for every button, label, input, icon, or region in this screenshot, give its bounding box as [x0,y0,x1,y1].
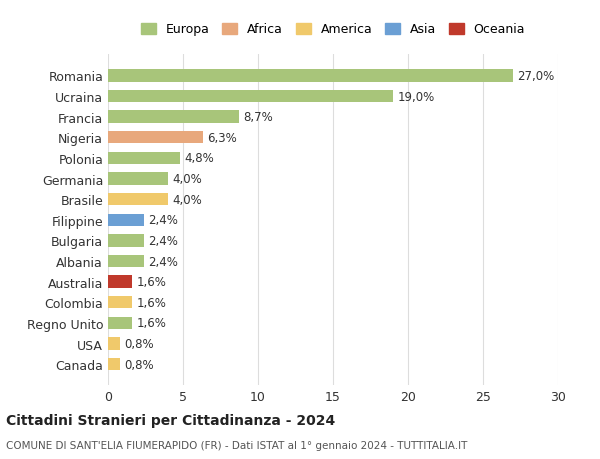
Text: 27,0%: 27,0% [517,70,555,83]
Text: 0,8%: 0,8% [125,358,154,371]
Text: Cittadini Stranieri per Cittadinanza - 2024: Cittadini Stranieri per Cittadinanza - 2… [6,413,335,427]
Bar [108,338,120,350]
Text: 2,4%: 2,4% [149,255,178,268]
Bar [108,235,144,247]
Text: COMUNE DI SANT'ELIA FIUMERAPIDO (FR) - Dati ISTAT al 1° gennaio 2024 - TUTTITALI: COMUNE DI SANT'ELIA FIUMERAPIDO (FR) - D… [6,440,467,450]
Text: 6,3%: 6,3% [207,132,237,145]
Text: 8,7%: 8,7% [243,111,273,124]
Bar [108,358,120,370]
Bar [108,317,132,330]
Bar [108,132,203,144]
Text: 1,6%: 1,6% [137,296,166,309]
Bar [108,297,132,309]
Bar [108,111,239,123]
Text: 1,6%: 1,6% [137,317,166,330]
Text: 2,4%: 2,4% [149,235,178,247]
Text: 19,0%: 19,0% [398,90,435,103]
Text: 2,4%: 2,4% [149,214,178,227]
Text: 1,6%: 1,6% [137,275,166,289]
Bar [108,173,168,185]
Bar [108,276,132,288]
Bar [108,194,168,206]
Bar [108,214,144,226]
Bar [108,152,180,165]
Bar [108,70,513,83]
Text: 4,0%: 4,0% [173,173,202,185]
Text: 4,8%: 4,8% [185,152,214,165]
Bar [108,91,393,103]
Legend: Europa, Africa, America, Asia, Oceania: Europa, Africa, America, Asia, Oceania [136,18,530,41]
Text: 0,8%: 0,8% [125,337,154,350]
Text: 4,0%: 4,0% [173,193,202,206]
Bar [108,255,144,268]
